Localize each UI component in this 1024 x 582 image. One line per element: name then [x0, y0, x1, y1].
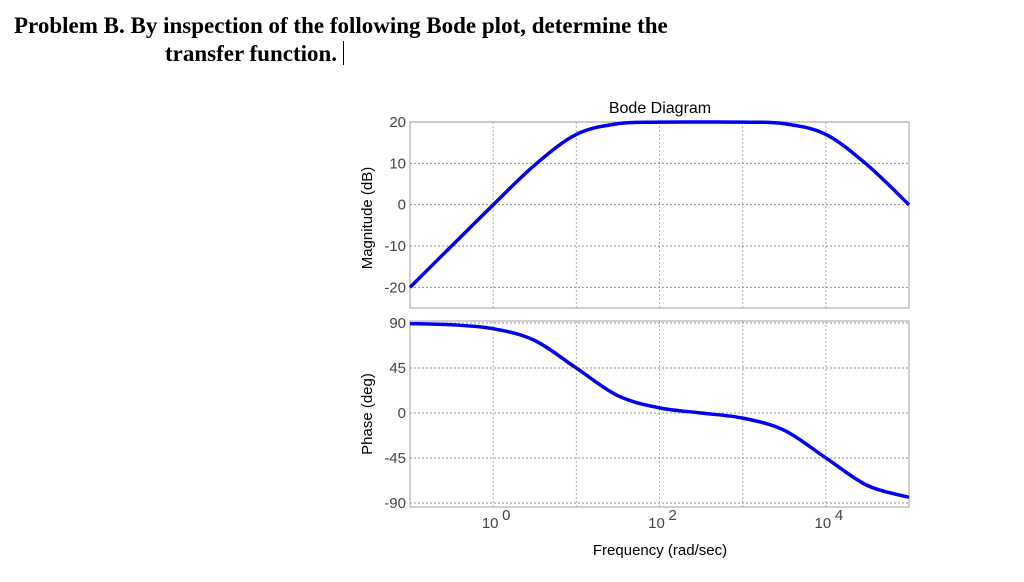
phase-curve [409, 321, 910, 499]
x-tick-label: 10 [482, 515, 499, 532]
x-tick-exponent: 4 [835, 507, 843, 524]
phase-ylabel: Phase (deg) [359, 373, 376, 455]
y-tick-label: -90 [384, 495, 406, 512]
problem-line-1: Problem B. By inspection of the followin… [14, 13, 668, 38]
y-tick-label: -10 [384, 238, 406, 255]
y-tick-label: -45 [384, 450, 406, 467]
magnitude-curve [408, 120, 911, 289]
x-tick-exponent: 0 [502, 507, 510, 524]
y-tick-label: 20 [389, 114, 406, 131]
y-tick-label: -20 [384, 279, 406, 296]
xlabel: Frequency (rad/sec) [593, 542, 727, 559]
x-tick-label: 10 [648, 515, 665, 532]
y-tick-label: 45 [389, 360, 406, 377]
text-cursor [343, 41, 345, 65]
y-tick-label: 10 [389, 155, 406, 172]
y-tick-label: 90 [389, 315, 406, 332]
x-tick-label: 10 [814, 515, 831, 532]
x-tick-exponent: 2 [669, 507, 677, 524]
magnitude-ylabel: Magnitude (dB) [359, 167, 376, 270]
problem-statement: Problem B. By inspection of the followin… [14, 12, 668, 68]
problem-line-2: transfer function. [165, 41, 338, 66]
y-tick-label: 0 [398, 405, 406, 422]
y-tick-label: 0 [398, 197, 406, 214]
chart-title: Bode Diagram [609, 100, 711, 117]
